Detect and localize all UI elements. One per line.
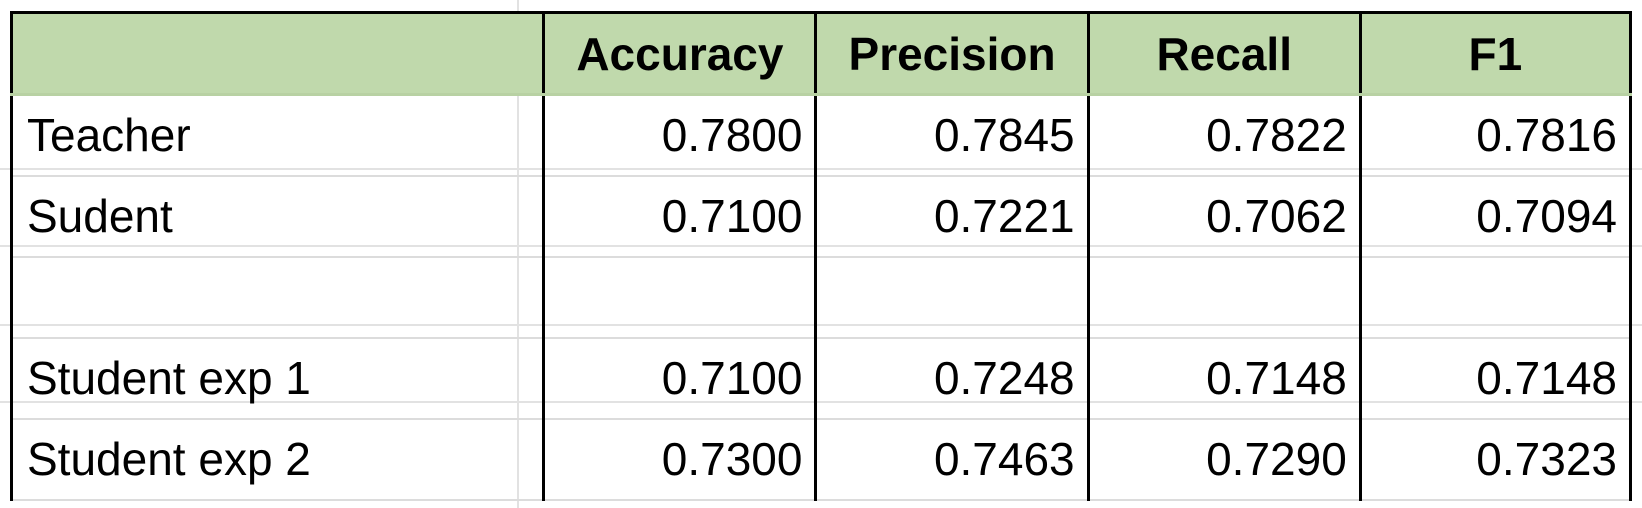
header-row: Accuracy Precision Recall F1 (9, 11, 1633, 96)
f1-cell[interactable]: 0.7323 (1358, 418, 1633, 501)
f1-cell[interactable]: 0.7148 (1358, 337, 1633, 420)
accuracy-cell[interactable]: 0.7800 (542, 94, 818, 177)
row-label-cell[interactable]: Student exp 2 (9, 418, 546, 501)
row-label-cell[interactable]: Sudent (9, 175, 546, 258)
precision-cell[interactable]: 0.7463 (814, 418, 1090, 501)
table-row: Sudent 0.7100 0.7221 0.7062 0.7094 (9, 175, 1633, 258)
table-row: Student exp 1 0.7100 0.7248 0.7148 0.714… (9, 337, 1633, 420)
header-cell-corner[interactable] (9, 11, 546, 96)
precision-cell[interactable]: 0.7845 (814, 94, 1090, 177)
table-row-empty (9, 256, 1633, 339)
f1-cell[interactable] (1358, 256, 1633, 339)
metrics-table: Accuracy Precision Recall F1 Teacher 0.7… (9, 11, 1633, 501)
recall-cell[interactable]: 0.7062 (1086, 175, 1362, 258)
recall-cell[interactable]: 0.7148 (1086, 337, 1362, 420)
row-label-cell[interactable]: Teacher (9, 94, 546, 177)
recall-cell[interactable] (1086, 256, 1362, 339)
table-row: Student exp 2 0.7300 0.7463 0.7290 0.732… (9, 418, 1633, 501)
header-cell-precision[interactable]: Precision (814, 11, 1090, 96)
row-label-cell[interactable] (9, 256, 546, 339)
accuracy-cell[interactable] (542, 256, 818, 339)
precision-cell[interactable] (814, 256, 1090, 339)
header-cell-accuracy[interactable]: Accuracy (542, 11, 818, 96)
recall-cell[interactable]: 0.7822 (1086, 94, 1362, 177)
header-cell-recall[interactable]: Recall (1086, 11, 1362, 96)
table-row: Teacher 0.7800 0.7845 0.7822 0.7816 (9, 94, 1633, 177)
accuracy-cell[interactable]: 0.7300 (542, 418, 818, 501)
f1-cell[interactable]: 0.7816 (1358, 94, 1633, 177)
row-label-cell[interactable]: Student exp 1 (9, 337, 546, 420)
precision-cell[interactable]: 0.7221 (814, 175, 1090, 258)
header-cell-f1[interactable]: F1 (1358, 11, 1633, 96)
recall-cell[interactable]: 0.7290 (1086, 418, 1362, 501)
accuracy-cell[interactable]: 0.7100 (542, 175, 818, 258)
f1-cell[interactable]: 0.7094 (1358, 175, 1633, 258)
precision-cell[interactable]: 0.7248 (814, 337, 1090, 420)
accuracy-cell[interactable]: 0.7100 (542, 337, 818, 420)
